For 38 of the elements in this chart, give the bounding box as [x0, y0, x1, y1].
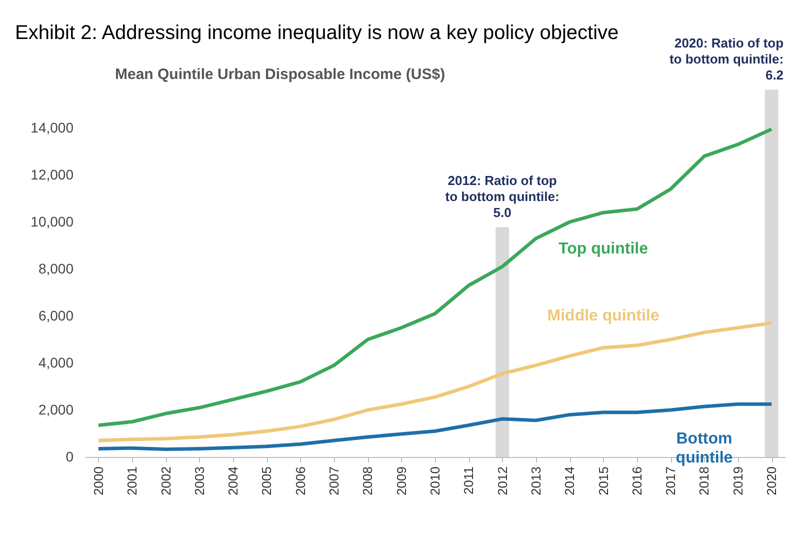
chart-title: Exhibit 2: Addressing income inequality is now a key policy objective — [15, 22, 619, 44]
x-tick-label: 2016 — [629, 466, 644, 496]
x-tick-label: 2008 — [360, 466, 376, 496]
series-label: Middle quintile — [547, 308, 660, 325]
x-tick-label: 2001 — [124, 466, 140, 496]
x-tick-label: 2018 — [696, 466, 712, 496]
x-tick-label: 2004 — [226, 466, 241, 496]
x-tick-label: 2013 — [528, 466, 544, 496]
x-tick-label: 2017 — [663, 466, 678, 496]
x-tick-label: 2002 — [158, 466, 174, 496]
band-label: 2020: Ratio of top to bottom quintile: 6.2 — [669, 36, 784, 83]
x-tick-label: 2003 — [192, 466, 207, 496]
x-tick-label: 2019 — [730, 466, 746, 496]
y-tick-label: 0 — [66, 448, 74, 464]
series-label: Bottom quintile — [676, 430, 733, 466]
y-tick-label: 4,000 — [38, 354, 74, 370]
x-tick-label: 2020 — [764, 466, 780, 496]
y-tick-label: 2,000 — [38, 402, 74, 418]
line-series — [96, 127, 774, 428]
x-tick-label: 2005 — [259, 466, 274, 496]
x-tick-label: 2000 — [90, 466, 106, 496]
x-tick-label: 2011 — [461, 466, 476, 494]
band-label: 2012: Ratio of top to bottom quintile: 5.0 — [445, 173, 560, 220]
x-tick-label: 2007 — [326, 466, 342, 496]
x-tick-label: 2010 — [428, 466, 442, 496]
y-tick-label: 14,000 — [30, 120, 74, 136]
y-tick-label: 8,000 — [38, 260, 74, 276]
x-tick-label: 2015 — [596, 466, 611, 496]
x-tick-label: 2012 — [494, 466, 510, 496]
chart-subtitle: Mean Quintile Urban Disposable Income (US$) — [115, 66, 446, 83]
y-tick-label: 10,000 — [30, 214, 74, 230]
x-tick-label: 2006 — [292, 466, 308, 496]
line-series — [96, 402, 774, 451]
x-tick-label: 2009 — [394, 466, 409, 496]
series-label: Top quintile — [558, 240, 648, 258]
x-tick-label: 2014 — [562, 466, 578, 496]
y-tick-label: 12,000 — [30, 166, 74, 182]
y-tick-label: 6,000 — [38, 308, 74, 324]
